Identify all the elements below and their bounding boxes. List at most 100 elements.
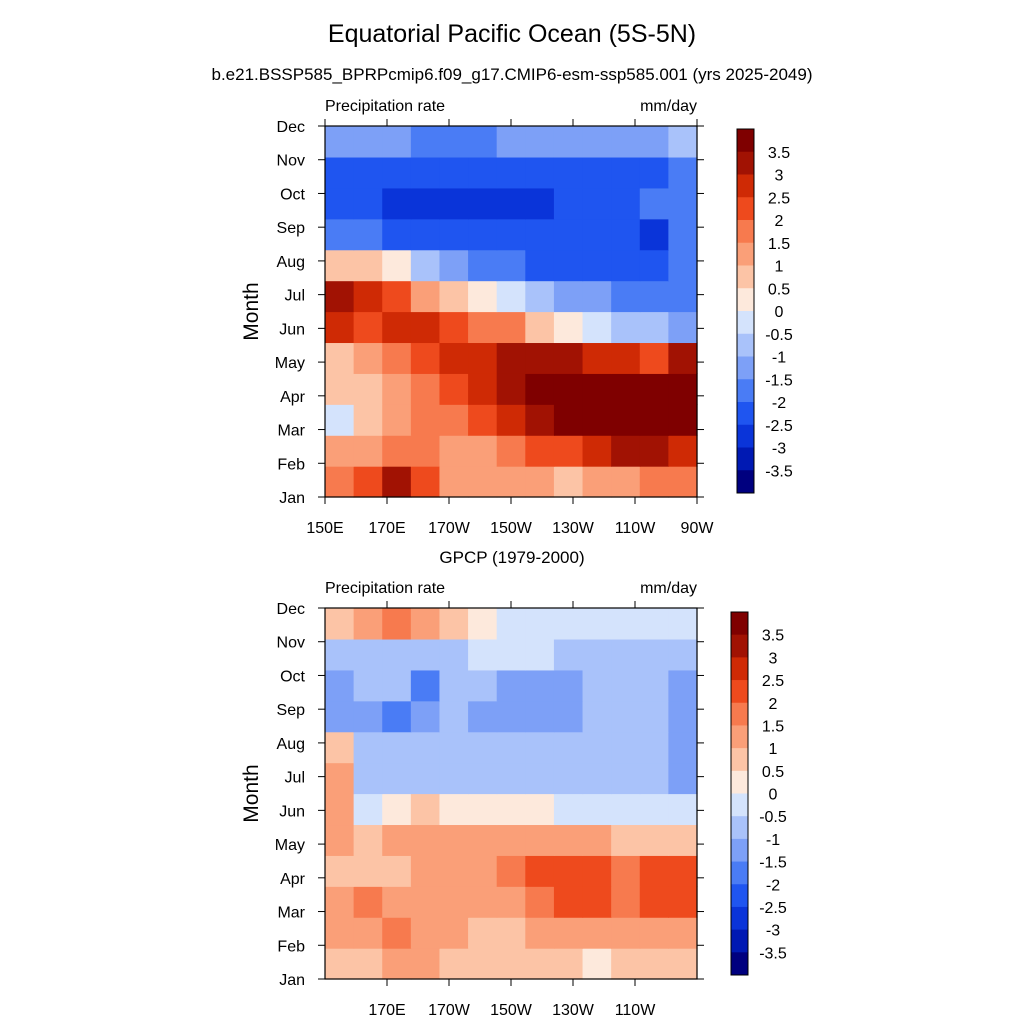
heatmap-cell	[582, 187, 612, 220]
heatmap-cell	[353, 249, 383, 282]
heatmap-cell	[582, 608, 612, 640]
heatmap-cell	[553, 886, 584, 918]
heatmap-cell	[382, 731, 412, 764]
colorbar-frame	[736, 128, 755, 494]
heatmap-cell	[439, 608, 469, 640]
heatmap-cell	[639, 886, 669, 918]
heatmap-cell	[582, 917, 612, 949]
colorbar-box	[731, 680, 748, 704]
y-tick-label: Sep	[277, 702, 306, 719]
heatmap-cell	[496, 669, 526, 702]
heatmap-cell	[582, 342, 612, 374]
heatmap-cell	[325, 187, 355, 220]
colorbar-box	[731, 884, 748, 908]
heatmap-cell	[582, 249, 612, 282]
colorbar-label: -0.5	[759, 809, 787, 826]
heatmap-cell	[410, 466, 441, 498]
colorbar-box	[731, 612, 748, 636]
colorbar-label: -2.5	[765, 418, 793, 435]
heatmap-cell	[325, 218, 355, 251]
heatmap-cell	[611, 373, 641, 405]
heatmap-cell	[410, 156, 441, 189]
x-tick-label: 110W	[615, 520, 657, 537]
heatmap-cell	[353, 638, 383, 671]
heatmap-cell	[611, 948, 641, 980]
heatmap-cell	[639, 731, 669, 764]
heatmap-cell	[496, 731, 526, 764]
heatmap-cell	[611, 638, 641, 671]
heatmap-cell	[325, 793, 355, 826]
heatmap-cell	[639, 700, 669, 733]
colorbar-box	[737, 424, 754, 448]
heatmap-cell	[582, 638, 612, 671]
colorbar-label: 2.5	[762, 673, 784, 690]
colorbar-box	[737, 356, 754, 380]
heatmap-cell	[496, 249, 526, 282]
heatmap-cell	[553, 342, 584, 374]
heatmap-cell	[496, 700, 526, 733]
heatmap-cell	[410, 886, 441, 918]
colorbar-label: -3.5	[759, 945, 787, 962]
heatmap-cell	[410, 187, 441, 220]
colorbar-box	[737, 197, 754, 221]
heatmap-cell	[553, 638, 584, 671]
heatmap-cell	[668, 435, 698, 467]
y-tick-label: Jan	[279, 972, 305, 989]
x-tick-label: 170W	[428, 520, 471, 537]
heatmap-cell	[611, 404, 641, 436]
heatmap-cell	[611, 156, 641, 189]
heatmap-cell	[525, 638, 555, 671]
heatmap-cell	[353, 886, 383, 918]
heatmap-cell	[468, 731, 498, 764]
colorbar-label: 1.5	[762, 718, 784, 735]
heatmap-cell	[525, 249, 555, 282]
heatmap-cell	[382, 249, 412, 282]
heatmap-cell	[668, 311, 698, 344]
x-tick-label: 170E	[368, 1002, 405, 1019]
heatmap-cell	[582, 311, 612, 344]
heatmap-cell	[410, 435, 441, 467]
heatmap-cell	[468, 466, 498, 498]
y-tick-label: May	[275, 837, 305, 854]
heatmap-cell	[496, 311, 526, 344]
colorbar-label: 3.5	[768, 145, 790, 162]
heatmap-cell	[325, 373, 355, 405]
heatmap-cell	[525, 126, 555, 158]
heatmap-cell	[410, 373, 441, 405]
y-axis-label: Month	[240, 764, 263, 822]
heatmap-cell	[496, 404, 526, 436]
heatmap-cell	[525, 762, 555, 795]
heatmap-cell	[353, 187, 383, 220]
heatmap-cell	[353, 280, 383, 313]
heatmap-cell	[325, 638, 355, 671]
heatmap-cell	[582, 948, 612, 980]
heatmap-cell	[582, 793, 612, 826]
heatmap-cell	[582, 824, 612, 856]
heatmap-cell	[639, 311, 669, 344]
heatmap-cell	[382, 187, 412, 220]
heatmap-cell	[639, 404, 669, 436]
heatmap-cell	[382, 793, 412, 826]
heatmap-cell	[353, 948, 383, 980]
heatmap-cell	[382, 948, 412, 980]
heatmap-cell	[325, 824, 355, 856]
heatmap-cell	[410, 249, 441, 282]
x-tick-label: 150W	[490, 1002, 533, 1019]
heatmap-cell	[553, 435, 584, 467]
heatmap-cell	[353, 311, 383, 344]
heatmap-cell	[410, 608, 441, 640]
heatmap-cell	[668, 824, 698, 856]
y-tick-label: Dec	[277, 601, 305, 618]
heatmap-cell	[553, 731, 584, 764]
heatmap-cell	[439, 762, 469, 795]
colorbar-box	[731, 861, 748, 885]
heatmap-cell	[439, 948, 469, 980]
heatmap-cell	[553, 404, 584, 436]
heatmap-cell	[496, 373, 526, 405]
colorbar-box	[731, 906, 748, 931]
heatmap-cell	[382, 218, 412, 251]
heatmap-cell	[382, 669, 412, 702]
heatmap-cell	[639, 218, 669, 251]
heatmap-cell	[553, 669, 584, 702]
